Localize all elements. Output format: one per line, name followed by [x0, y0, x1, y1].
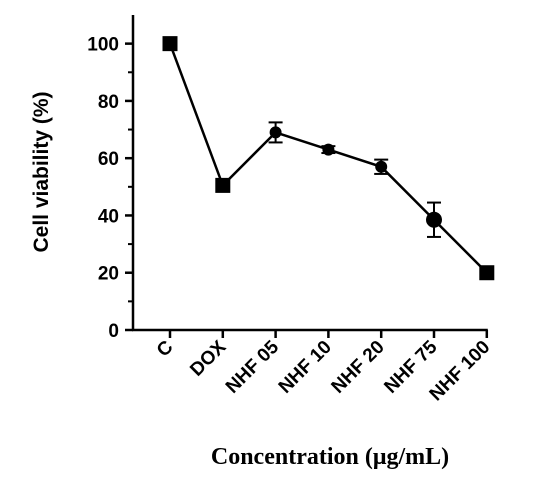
- series-line: [168, 43, 488, 274]
- data-point: [426, 211, 442, 228]
- data-point: [269, 126, 282, 139]
- y-ticks: 0 20 40 60 80 100: [87, 35, 133, 342]
- data-point: [215, 177, 231, 193]
- x-tick-label: NHF 05: [222, 336, 283, 397]
- y-tick-label: 60: [98, 149, 119, 170]
- x-tick-label: C: [153, 336, 178, 361]
- y-tick-label: 80: [98, 92, 119, 113]
- y-tick-label: 100: [87, 35, 119, 56]
- data-point: [322, 143, 335, 156]
- axes: [131, 15, 488, 332]
- x-tick-label: NHF 20: [328, 337, 389, 398]
- data-point: [162, 36, 178, 52]
- y-tick-label: 20: [98, 264, 119, 285]
- y-tick-label: 0: [108, 321, 119, 342]
- y-tick-label: 40: [98, 206, 119, 227]
- x-axis-label: Concentration (μg/mL): [211, 444, 449, 470]
- data-point: [479, 265, 495, 281]
- x-tick-label: DOX: [186, 336, 230, 380]
- x-tick-label: NHF 10: [275, 337, 336, 398]
- y-axis-label: Cell viability (%): [30, 91, 53, 252]
- series: [162, 36, 495, 281]
- data-point: [375, 160, 388, 173]
